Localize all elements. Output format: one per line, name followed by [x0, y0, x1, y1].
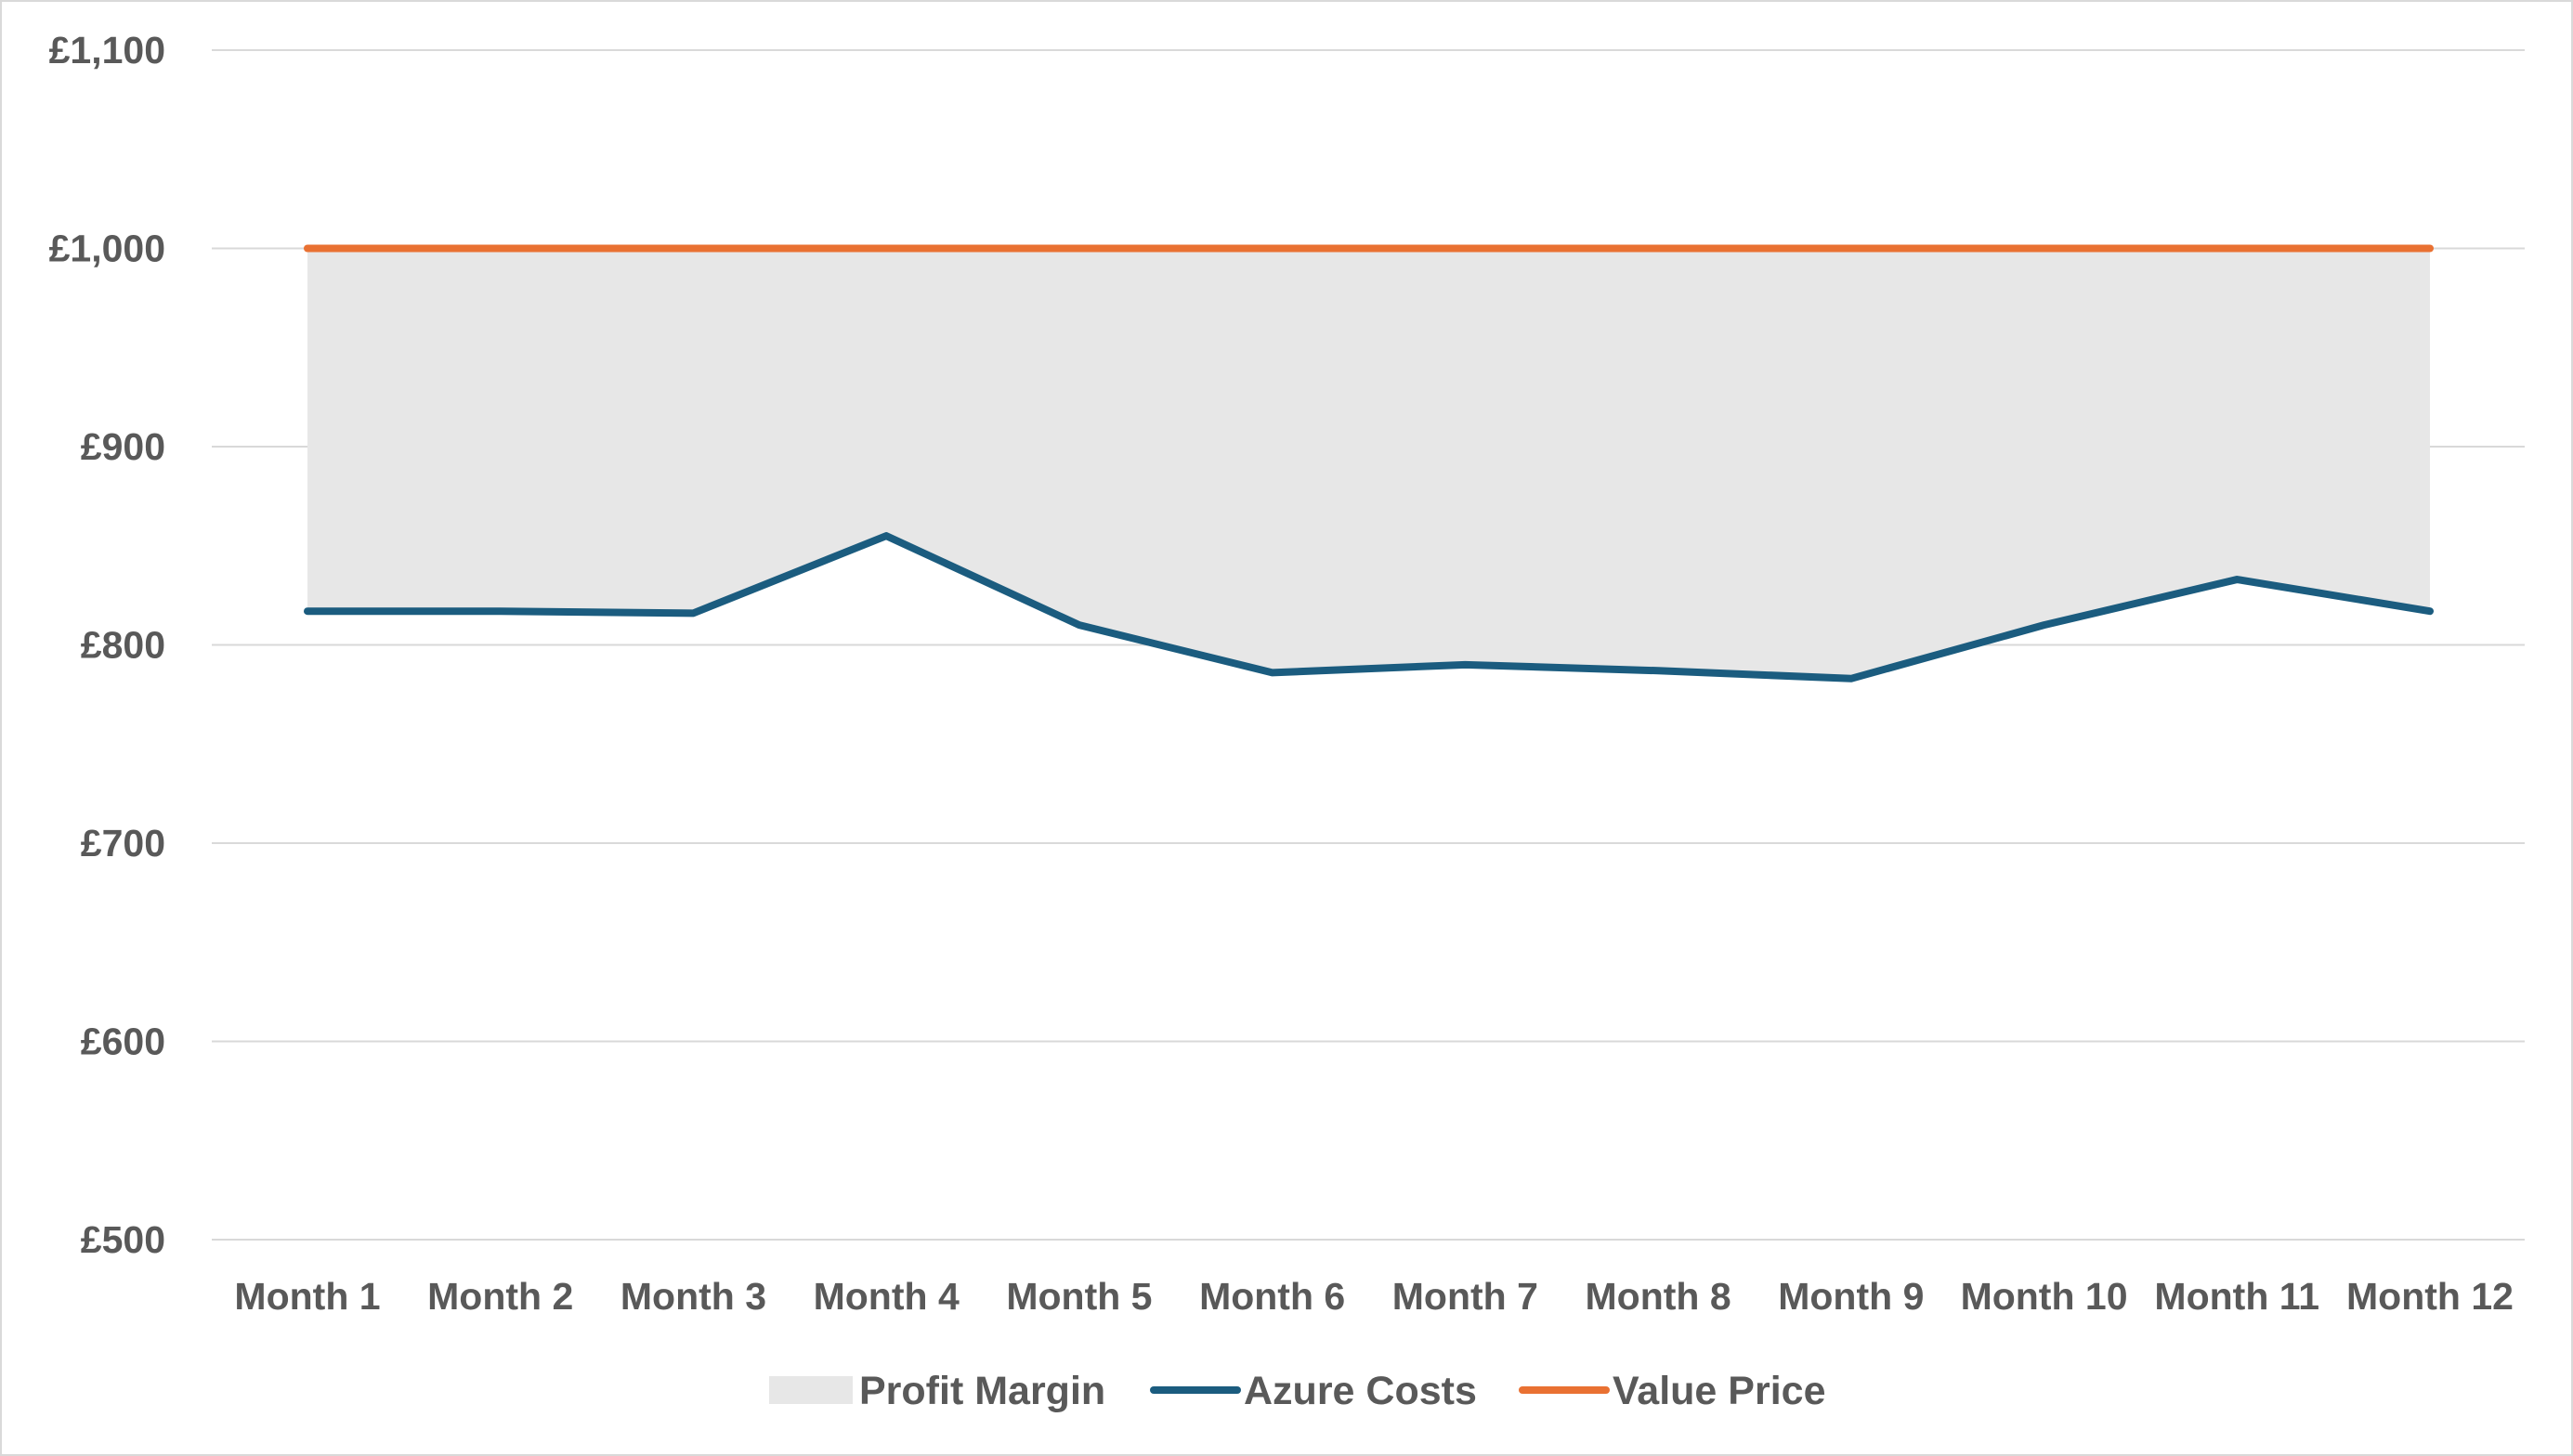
y-axis: £500 £600 £700 £800 £900 £1,000 £1,100 [49, 29, 165, 1261]
profit-margin-area [307, 248, 2430, 679]
y-tick-label: £600 [81, 1020, 165, 1063]
y-tick-label: £500 [81, 1218, 165, 1261]
legend-label-azure-costs: Azure Costs [1244, 1369, 1477, 1413]
legend: Profit Margin Azure Costs Value Price [769, 1369, 1826, 1413]
x-tick-label: Month 6 [1199, 1275, 1345, 1318]
x-tick-label: Month 9 [1778, 1275, 1924, 1318]
azure-costs-line [304, 532, 2434, 682]
y-tick-label: £1,000 [49, 228, 165, 270]
x-tick-label: Month 8 [1586, 1275, 1731, 1318]
legend-swatch-profit-margin [769, 1376, 853, 1404]
x-tick-label: Month 11 [2154, 1275, 2319, 1318]
x-tick-label: Month 3 [620, 1275, 766, 1318]
x-tick-label: Month 12 [2346, 1275, 2514, 1318]
profit-margin-area-layer [307, 248, 2430, 679]
x-tick-label: Month 1 [234, 1275, 380, 1318]
y-tick-label: £700 [81, 822, 165, 864]
x-tick-label: Month 2 [427, 1275, 573, 1318]
legend-label-value-price: Value Price [1613, 1369, 1826, 1413]
y-tick-label: £1,100 [49, 29, 165, 72]
x-axis: Month 1 Month 2 Month 3 Month 4 Month 5 Month… [234, 1275, 2514, 1318]
x-tick-label: Month 10 [1961, 1275, 2128, 1318]
series-lines-layer [304, 244, 2434, 682]
x-tick-label: Month 7 [1392, 1275, 1538, 1318]
y-tick-label: £900 [81, 425, 165, 468]
x-tick-label: Month 4 [814, 1275, 960, 1318]
x-tick-label: Month 5 [1006, 1275, 1152, 1318]
legend-label-profit-margin: Profit Margin [859, 1369, 1105, 1413]
y-tick-label: £800 [81, 624, 165, 667]
